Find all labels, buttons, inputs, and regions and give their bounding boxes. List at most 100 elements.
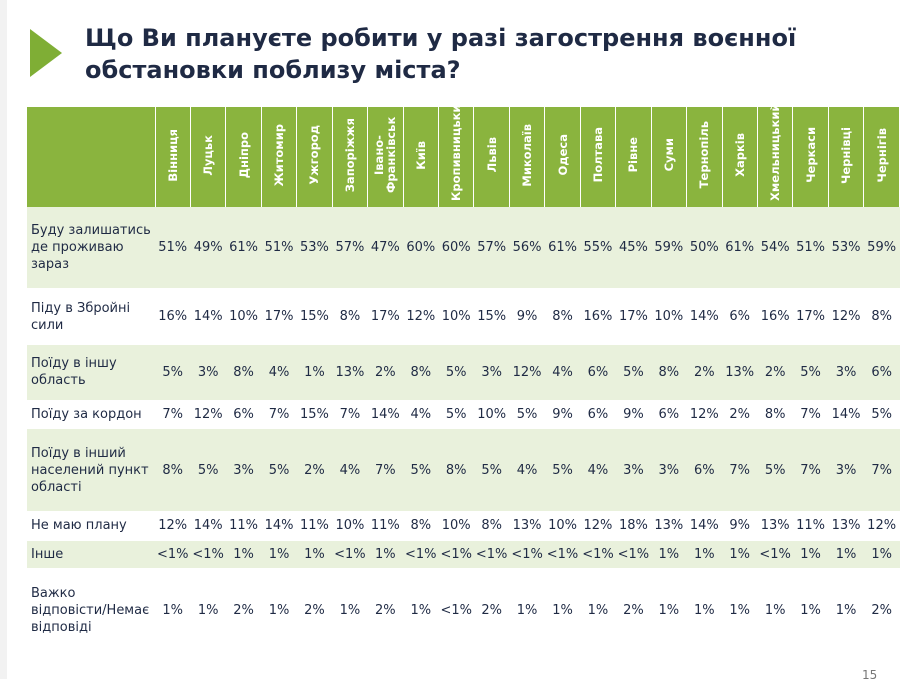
table-cell-value: 1% xyxy=(155,568,191,652)
table-cell-value: 14% xyxy=(686,288,722,345)
table-cell-value: <1% xyxy=(544,540,581,569)
table-cell-value: 17% xyxy=(615,288,652,345)
column-header-city: Львів xyxy=(473,107,510,207)
table-cell-value: 6% xyxy=(722,288,758,345)
left-edge-strip xyxy=(0,0,7,679)
table-cell-value: 59% xyxy=(863,207,900,289)
column-header-city: Івано-Франківськ xyxy=(367,107,404,207)
row-label: Буду залишатись де проживаю зараз xyxy=(27,207,155,289)
table-cell-value: 5% xyxy=(403,428,439,512)
table-cell-value: 12% xyxy=(155,511,191,541)
column-header-label: Вінниця xyxy=(165,128,180,182)
table-cell-value: 8% xyxy=(155,428,191,512)
column-header-city: Полтава xyxy=(579,107,617,207)
column-header-label: Дніпро xyxy=(236,131,251,179)
table-cell-value: 7% xyxy=(367,428,404,512)
table-cell-value: 1% xyxy=(225,540,262,569)
table-cell-value: 7% xyxy=(722,428,758,512)
table-cell-value: 1% xyxy=(722,540,758,569)
table-cell-value: 10% xyxy=(651,288,687,345)
column-header-city: Житомир xyxy=(260,107,298,207)
row-label: Не маю плану xyxy=(27,511,155,541)
table-cell-value: 1% xyxy=(792,540,829,569)
table-cell-value: 6% xyxy=(863,344,900,401)
table-row: Поїду в іншу область 5% 3% 8% 4% 1% 13% 2% 8% 5% 3… xyxy=(27,344,900,401)
table-cell-value: 1% xyxy=(544,568,581,652)
table-cell-value: 10% xyxy=(473,400,510,429)
table-cell-value: 1% xyxy=(722,568,758,652)
table-row: Не маю плану 12% 14% 11% 14% 11% 10% 11% 8% 10% 8%… xyxy=(27,511,900,541)
table-cell-value: 5% xyxy=(190,428,226,512)
column-header-city: Черкаси xyxy=(792,107,829,207)
column-header-city: Харків xyxy=(721,107,758,207)
table-cell-value: 8% xyxy=(225,344,262,401)
slide-title: Що Ви плануєте робити у разі загострення… xyxy=(85,24,797,84)
column-header-city: Чернівці xyxy=(827,107,865,207)
table-cell-value: 13% xyxy=(651,511,687,541)
column-header-city: Київ xyxy=(402,107,440,207)
table-cell-value: 16% xyxy=(155,288,191,345)
table-cell-value: 14% xyxy=(686,511,722,541)
column-header-label: Полтава xyxy=(590,127,605,183)
table-cell-value: 18% xyxy=(615,511,652,541)
table-cell-value: 12% xyxy=(863,511,900,541)
table-cell-value: 10% xyxy=(438,511,474,541)
table-cell-value: 14% xyxy=(190,288,226,345)
column-header-city: Хмельницький xyxy=(756,104,794,207)
column-header-city: Луцьк xyxy=(189,107,227,207)
table-cell-value: 12% xyxy=(509,344,545,401)
table-cell-value: 1% xyxy=(686,540,722,569)
table-cell-value: 53% xyxy=(296,207,333,289)
column-header-label: Одеса xyxy=(555,134,570,176)
table-cell-value: 12% xyxy=(580,511,616,541)
table-cell-value: <1% xyxy=(509,540,545,569)
table-cell-value: 1% xyxy=(190,568,226,652)
column-header-label: Черкаси xyxy=(803,127,818,183)
table-cell-value: 60% xyxy=(403,207,439,289)
table-cell-value: 1% xyxy=(828,568,864,652)
table-cell-value: 1% xyxy=(261,568,297,652)
table-cell-value: 6% xyxy=(225,400,262,429)
table-cell-value: 1% xyxy=(757,568,793,652)
column-header-city: Рівне xyxy=(615,107,652,207)
table-cell-value: 3% xyxy=(190,344,226,401)
table-cell-value: 9% xyxy=(722,511,758,541)
table-cell-value: 12% xyxy=(403,288,439,345)
table-cell-value: 13% xyxy=(332,344,368,401)
table-cell-value: 4% xyxy=(332,428,368,512)
table-cell-value: 7% xyxy=(863,428,900,512)
table-cell-value: 6% xyxy=(580,344,616,401)
table-cell-value: 5% xyxy=(615,344,652,401)
column-header-label: Миколаїв xyxy=(520,123,535,187)
table-cell-value: 2% xyxy=(757,344,793,401)
table-cell-value: <1% xyxy=(332,540,368,569)
table-cell-value: 57% xyxy=(332,207,368,289)
table-cell-value: 10% xyxy=(438,288,474,345)
table-cell-value: 4% xyxy=(261,344,297,401)
column-header-city: Кропивницький xyxy=(437,96,475,207)
table-cell-value: <1% xyxy=(580,540,616,569)
table-cell-value: 7% xyxy=(332,400,368,429)
table-cell-value: 17% xyxy=(367,288,404,345)
table-cell-value: <1% xyxy=(155,540,191,569)
table-cell-value: 15% xyxy=(296,288,333,345)
table-cell-value: 1% xyxy=(863,540,900,569)
table-cell-value: 14% xyxy=(190,511,226,541)
table-cell-value: 8% xyxy=(403,511,439,541)
table-cell-value: <1% xyxy=(190,540,226,569)
table-cell-value: 60% xyxy=(438,207,474,289)
table-cell-value: 3% xyxy=(615,428,652,512)
table-cell-value: 7% xyxy=(155,400,191,429)
table-cell-value: 13% xyxy=(722,344,758,401)
table-cell-value: 9% xyxy=(544,400,581,429)
table-cell-value: 1% xyxy=(686,568,722,652)
table-cell-value: 1% xyxy=(828,540,864,569)
table-cell-value: 12% xyxy=(828,288,864,345)
table-cell-value: 15% xyxy=(296,400,333,429)
row-label: Піду в Збройні сили xyxy=(27,288,155,345)
table-row: Поїду за кордон 7% 12% 6% 7% 15% 7% 14% 4% 5% 10% 5… xyxy=(27,400,900,429)
table-cell-value: 9% xyxy=(615,400,652,429)
table-cell-value: 2% xyxy=(615,568,652,652)
row-label: Інше xyxy=(27,540,155,569)
column-header-city: Тернопіль xyxy=(686,107,723,207)
